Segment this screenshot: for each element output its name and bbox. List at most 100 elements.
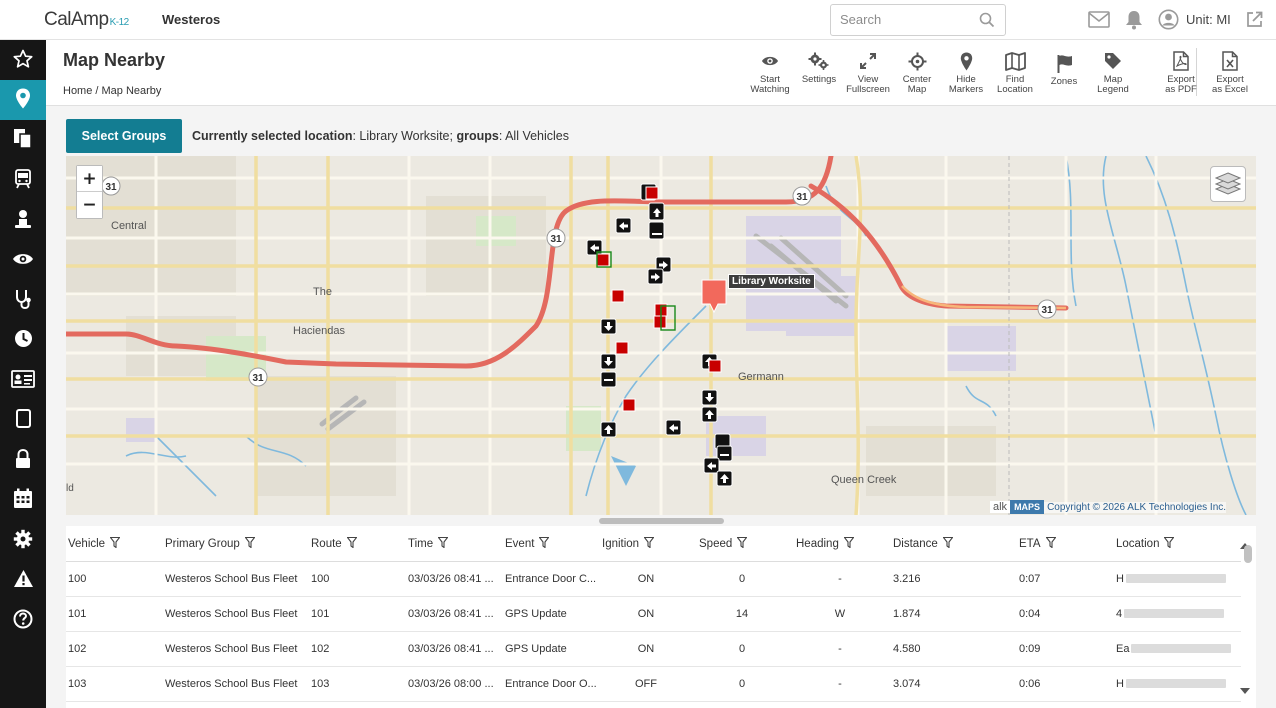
cell-group: Westeros School Bus Fleet [165, 573, 298, 585]
filter-icon[interactable] [1163, 536, 1176, 551]
cell-time: 03/03/26 08:41 ... [408, 608, 494, 620]
cell-vehicle: 103 [68, 678, 87, 690]
breadcrumb[interactable]: Home / Map Nearby [63, 85, 162, 97]
cell-group: Westeros School Bus Fleet [165, 608, 298, 620]
cell-speed: 0 [738, 573, 746, 585]
cell-time: 03/03/26 08:41 ... [408, 573, 494, 585]
expand-icon [842, 50, 894, 72]
sidebar-item-watch[interactable] [0, 240, 46, 280]
zoom-control: + − [76, 165, 103, 219]
table-row[interactable]: 101 Westeros School Bus Fleet 101 03/03/… [66, 597, 1241, 632]
sidebar-item-drivers[interactable] [0, 200, 46, 240]
filter-icon[interactable] [538, 536, 551, 551]
filter-icon[interactable] [736, 536, 748, 551]
cell-speed: 14 [735, 608, 749, 620]
scroll-down-arrow-icon[interactable] [1240, 683, 1250, 697]
page-title: Map Nearby [63, 50, 166, 70]
cell-group: Westeros School Bus Fleet [165, 678, 298, 690]
eye-icon [12, 252, 34, 269]
export-pdf-button[interactable]: Export as PDF [1155, 50, 1207, 95]
marker-icon [940, 50, 992, 72]
mail-icon[interactable] [1088, 11, 1110, 31]
column-header-heading[interactable]: Heading [796, 536, 855, 551]
sidebar-item-help[interactable] [0, 600, 46, 640]
flag-icon [1038, 52, 1090, 74]
column-header-time[interactable]: Time [408, 536, 449, 551]
unit-label[interactable]: Unit: MI [1186, 12, 1231, 27]
map-layers-button[interactable] [1210, 166, 1246, 202]
map-horizontal-scrollbar[interactable] [599, 518, 724, 524]
filter-icon[interactable] [643, 536, 655, 551]
map-canvas[interactable]: 31 31 31 31 31 [66, 156, 1256, 515]
logout-icon[interactable] [1245, 10, 1264, 32]
column-header-route[interactable]: Route [311, 536, 358, 551]
export-excel-button[interactable]: Export as Excel [1204, 50, 1256, 95]
table-header: Vehicle Primary Group Route Time Event I… [66, 526, 1241, 562]
sidebar-item-history[interactable] [0, 320, 46, 360]
map-copyright[interactable]: Copyright © 2026 ALK Technologies Inc. [1044, 501, 1227, 513]
sidebar-item-schedule[interactable] [0, 480, 46, 520]
sidebar-item-reports[interactable] [0, 120, 46, 160]
table-row[interactable]: 102 Westeros School Bus Fleet 102 03/03/… [66, 632, 1241, 667]
cell-group: Westeros School Bus Fleet [165, 643, 298, 655]
search-icon[interactable] [979, 12, 995, 31]
filter-icon[interactable] [109, 536, 121, 551]
start-watching-button[interactable]: Start Watching [744, 50, 796, 95]
user-avatar-icon[interactable] [1158, 9, 1179, 33]
map-label-queen-creek: Queen Creek [831, 474, 897, 486]
search-input[interactable] [840, 12, 980, 27]
stethoscope-icon [14, 289, 32, 312]
sidebar-item-favorites[interactable] [0, 40, 46, 80]
settings-button[interactable]: Settings [793, 50, 845, 85]
filter-icon[interactable] [346, 536, 358, 551]
cell-eta: 0:06 [1019, 678, 1041, 690]
filter-icon[interactable] [1044, 536, 1057, 551]
sidebar-item-settings[interactable] [0, 520, 46, 560]
column-header-vehicle[interactable]: Vehicle [68, 536, 121, 551]
column-header-event[interactable]: Event [505, 536, 551, 551]
sidebar-item-security[interactable] [0, 440, 46, 480]
toolbar-separator [1196, 48, 1197, 96]
table-scroll-thumb[interactable] [1244, 545, 1252, 563]
column-header-location[interactable]: Location [1116, 536, 1176, 551]
column-header-eta[interactable]: ETA [1019, 536, 1057, 551]
filter-icon[interactable] [843, 536, 855, 551]
page-header: Map Nearby Home / Map Nearby Start Watchi… [46, 40, 1276, 106]
selection-info: Currently selected location: Library Wor… [192, 129, 570, 143]
calamp-logo[interactable]: CalAmpK-12 [44, 9, 129, 30]
map-legend-button[interactable]: Map Legend [1087, 50, 1139, 95]
table-row[interactable]: 100 Westeros School Bus Fleet 100 03/03/… [66, 562, 1241, 597]
search-box [830, 4, 1006, 36]
column-header-speed[interactable]: Speed [699, 536, 748, 551]
column-header-distance[interactable]: Distance [893, 536, 954, 551]
column-header-primary-group[interactable]: Primary Group [165, 536, 256, 551]
hide-markers-button[interactable]: Hide Markers [940, 50, 992, 95]
alk-logo: alk [990, 501, 1011, 513]
library-worksite-pin[interactable] [701, 279, 727, 314]
zoom-in-button[interactable]: + [77, 166, 102, 192]
sidebar-item-transport[interactable] [0, 160, 46, 200]
column-header-ignition[interactable]: Ignition [602, 536, 655, 551]
zones-button[interactable]: Zones [1038, 52, 1090, 87]
filter-icon[interactable] [244, 536, 256, 551]
center-map-button[interactable]: Center Map [891, 50, 943, 95]
find-location-button[interactable]: Find Location [989, 50, 1041, 95]
cell-ignition: ON [637, 608, 655, 620]
select-groups-button[interactable]: Select Groups [66, 119, 182, 153]
table-row[interactable]: 103 Westeros School Bus Fleet 103 03/03/… [66, 667, 1241, 702]
folded-map-icon [989, 50, 1041, 72]
zoom-out-button[interactable]: − [77, 192, 102, 218]
filter-icon[interactable] [437, 536, 449, 551]
sidebar-item-alerts[interactable] [0, 560, 46, 600]
sidebar-item-map[interactable] [0, 80, 46, 120]
sidebar-item-students[interactable] [0, 360, 46, 400]
sidebar-item-devices[interactable] [0, 400, 46, 440]
bell-icon[interactable] [1124, 9, 1144, 33]
redacted-location [1125, 679, 1226, 688]
sidebar-item-diagnostics[interactable] [0, 280, 46, 320]
route-31-shield-3: 31 [796, 192, 808, 203]
filter-icon[interactable] [942, 536, 954, 551]
worksite-label: Library Worksite [728, 274, 815, 289]
cell-distance: 1.874 [893, 608, 921, 620]
view-fullscreen-button[interactable]: View Fullscreen [842, 50, 894, 95]
